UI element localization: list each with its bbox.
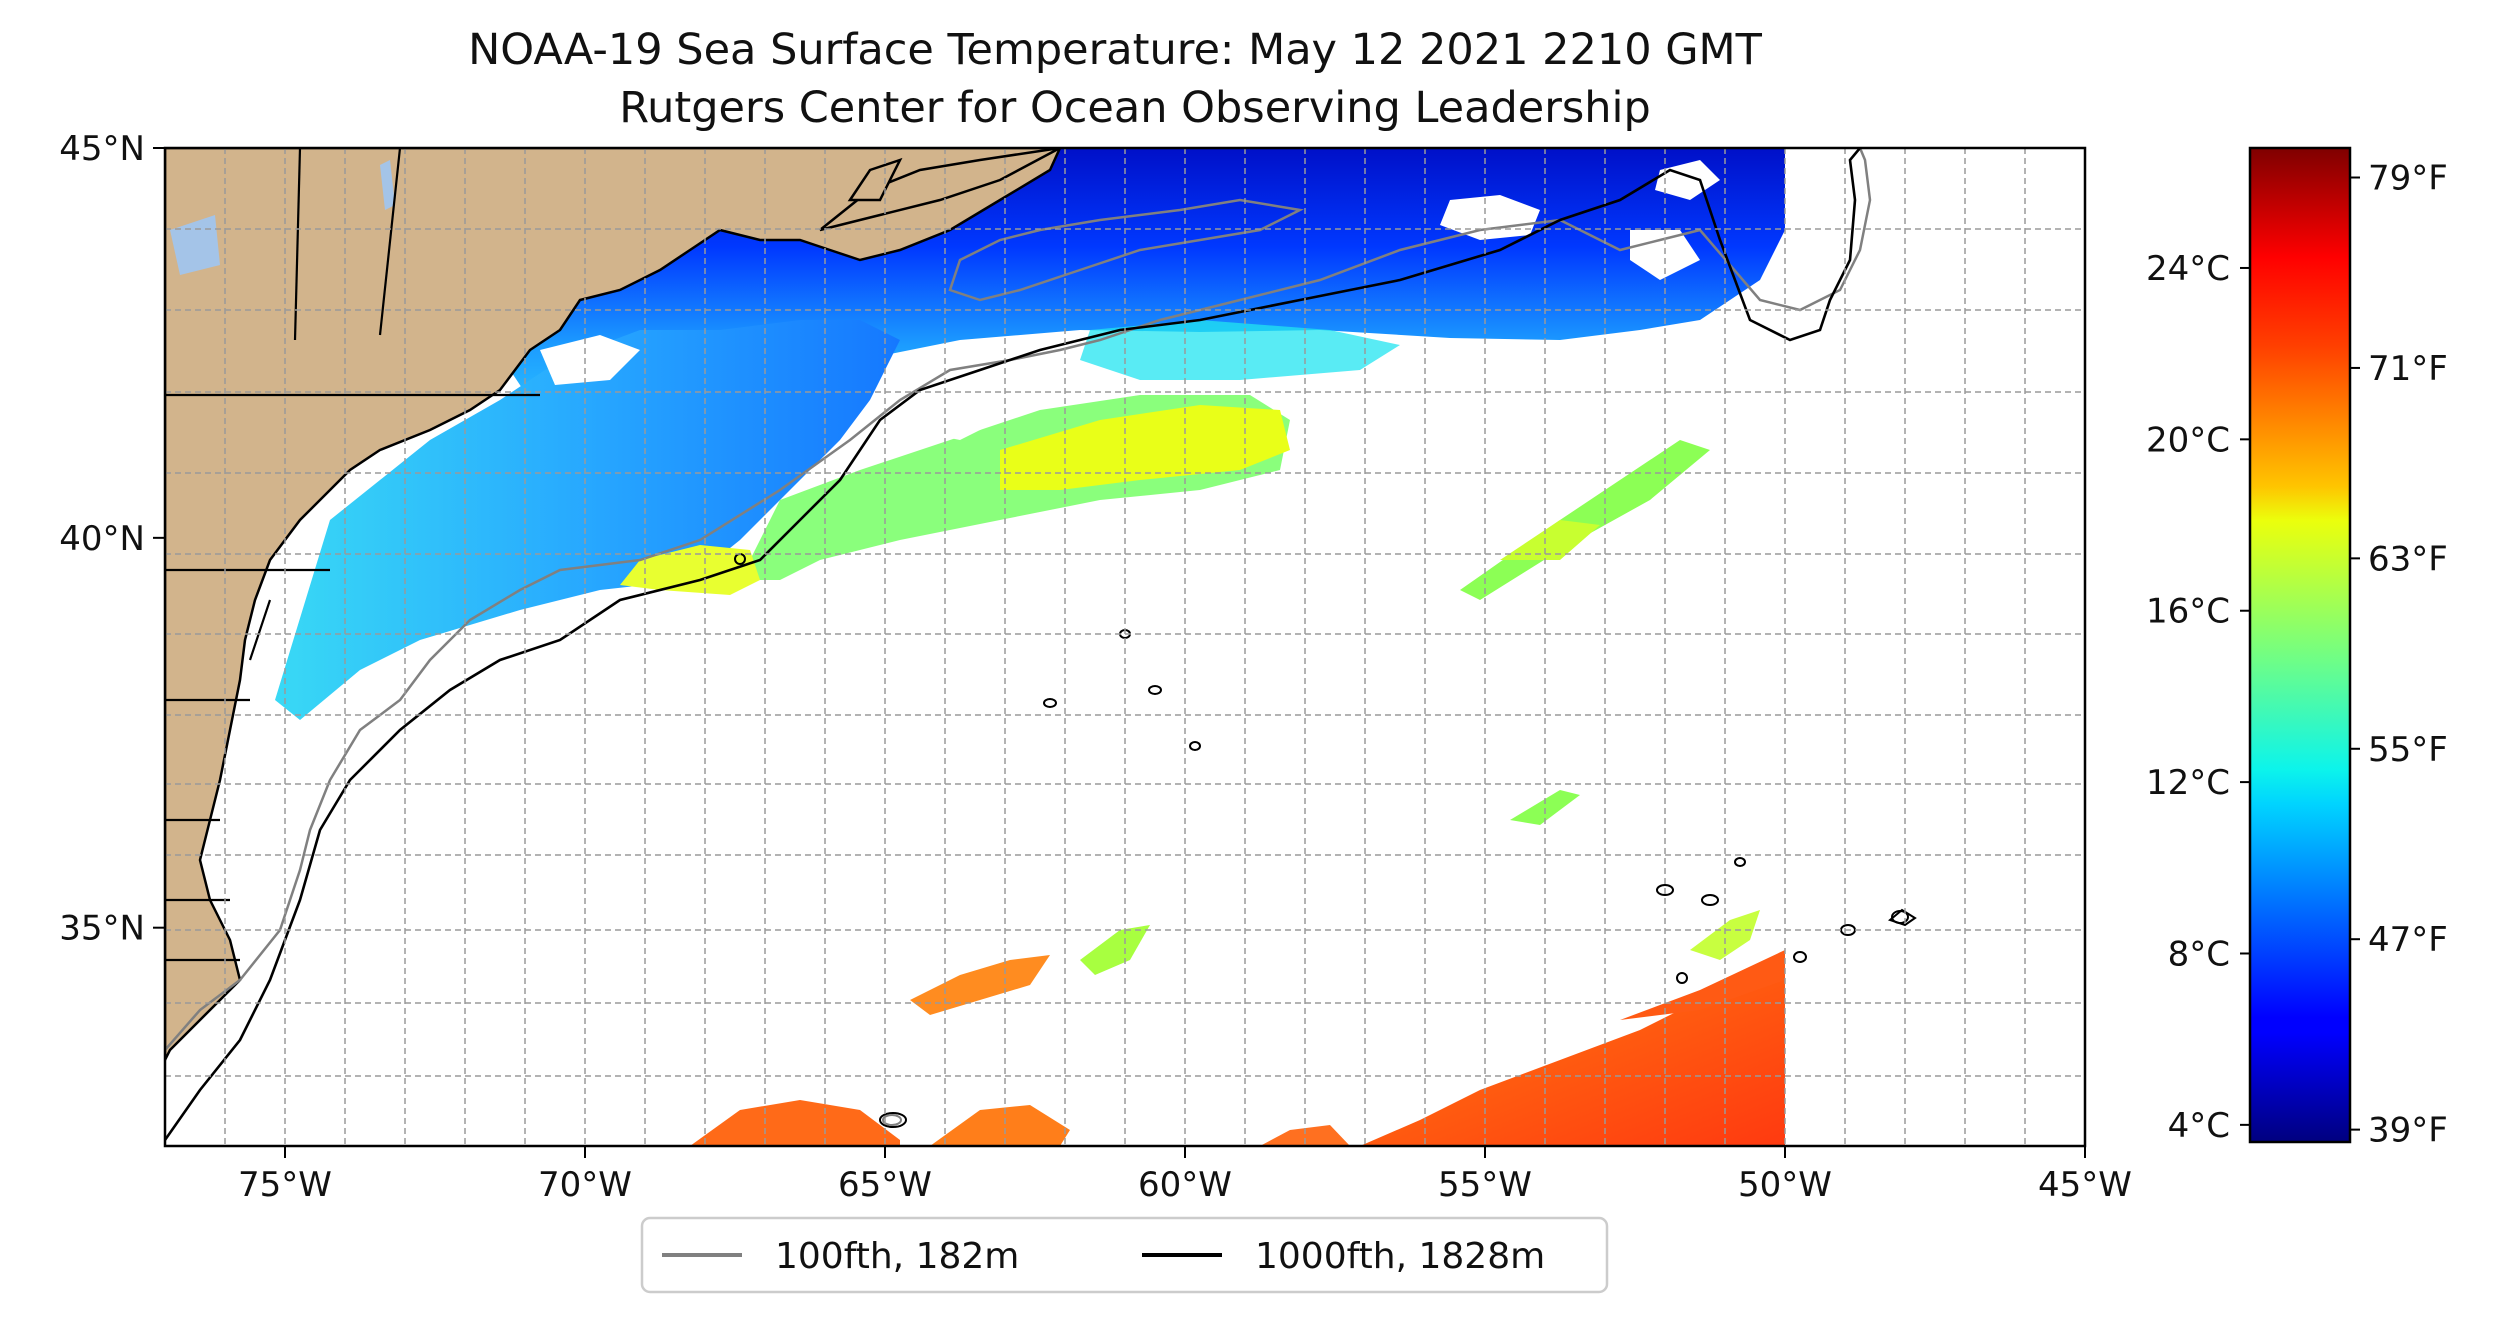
colorbar-frame [2248,146,2352,1144]
colorbar-fahrenheit-label: 55°F [2368,730,2448,770]
x-tick-label: 65°W [838,1165,932,1205]
sst-warm-yellow-band [1000,405,1290,490]
sst-warm-patch [1260,1125,1350,1146]
graticule [165,148,2085,1146]
x-tick-label: 45°W [2038,1165,2132,1205]
sst-warm-gulfstream [1360,970,1785,1146]
x-tick-label: 55°W [1438,1165,1532,1205]
colorbar-celsius-label: 20°C [2146,420,2230,460]
colorbar: 24°C 20°C 16°C 12°C 8°C 4°C 79°F 71°F 63°F 55°F 4… [2146,146,2448,1151]
sst-patch [1510,790,1580,825]
legend-label-1000fth: 1000fth, 1828m [1255,1236,1545,1277]
colorbar-celsius-label: 24°C [2146,249,2230,289]
figure-title: NOAA-19 Sea Surface Temperature: May 12 … [468,25,1763,75]
seamounts [734,553,1917,1128]
state-boundaries [165,148,540,962]
sst-warm-patch [1690,910,1760,960]
sst-patch [1500,520,1600,560]
land-north-america [165,148,1062,1061]
colorbar-fahrenheit-label: 39°F [2368,1111,2448,1151]
legend-label-100fth: 100fth, 182m [775,1236,1019,1277]
y-axis: 45°N 40°N 35°N [59,129,165,949]
colorbar-gradient [2250,148,2350,1142]
contour-100fth [948,198,1304,302]
sst-warm-yellow-band-west [620,545,760,595]
y-tick-label: 35°N [59,909,145,949]
map-frame [163,146,2087,1148]
land-cape-cod [847,157,903,202]
colorbar-celsius-axis: 24°C 20°C 16°C 12°C 8°C 4°C [2146,249,2250,1146]
colorbar-celsius-label: 12°C [2146,763,2230,803]
y-tick-label: 45°N [59,129,145,169]
sst-warm-patch [690,1100,900,1146]
x-axis: 75°W 70°W 65°W 60°W 55°W 50°W 45°W [238,1146,2132,1205]
colorbar-celsius-label: 16°C [2146,592,2230,632]
lake [170,215,220,275]
legend: 100fth, 182m 1000fth, 1828m [640,1216,1609,1294]
sst-cyan-streaks [1080,320,1400,380]
y-tick-label: 40°N [59,519,145,559]
x-tick-label: 50°W [1738,1165,1832,1205]
map-content [165,148,1917,1146]
x-tick-label: 75°W [238,1165,332,1205]
legend-box [640,1216,1609,1294]
colorbar-celsius-label: 8°C [2168,934,2230,974]
contour-100fth [165,148,1872,1051]
colorbar-fahrenheit-label: 47°F [2368,920,2448,960]
colorbar-fahrenheit-label: 79°F [2368,159,2448,199]
colorbar-fahrenheit-label: 63°F [2368,539,2448,579]
colorbar-fahrenheit-axis: 79°F 71°F 63°F 55°F 47°F 39°F [2350,159,2448,1151]
map-panel: 75°W 70°W 65°W 60°W 55°W 50°W 45°W 45°N 40°N 35°… [59,129,2132,1205]
lake [380,160,395,210]
sst-warm-gulfstream [1620,950,1785,1020]
sst-warm-patch [930,1105,1070,1146]
sst-shelf-water [275,320,900,720]
sst-warm-patch [1080,925,1150,975]
colorbar-fahrenheit-label: 71°F [2368,349,2448,389]
colorbar-celsius-label: 4°C [2168,1106,2230,1146]
cloud-gap [890,360,1030,440]
contour-1000fth [165,148,1861,1141]
cloud-gap [540,335,640,385]
x-tick-label: 60°W [1138,1165,1232,1205]
figure-subtitle: Rutgers Center for Ocean Observing Leade… [619,83,1651,133]
x-tick-label: 70°W [538,1165,632,1205]
